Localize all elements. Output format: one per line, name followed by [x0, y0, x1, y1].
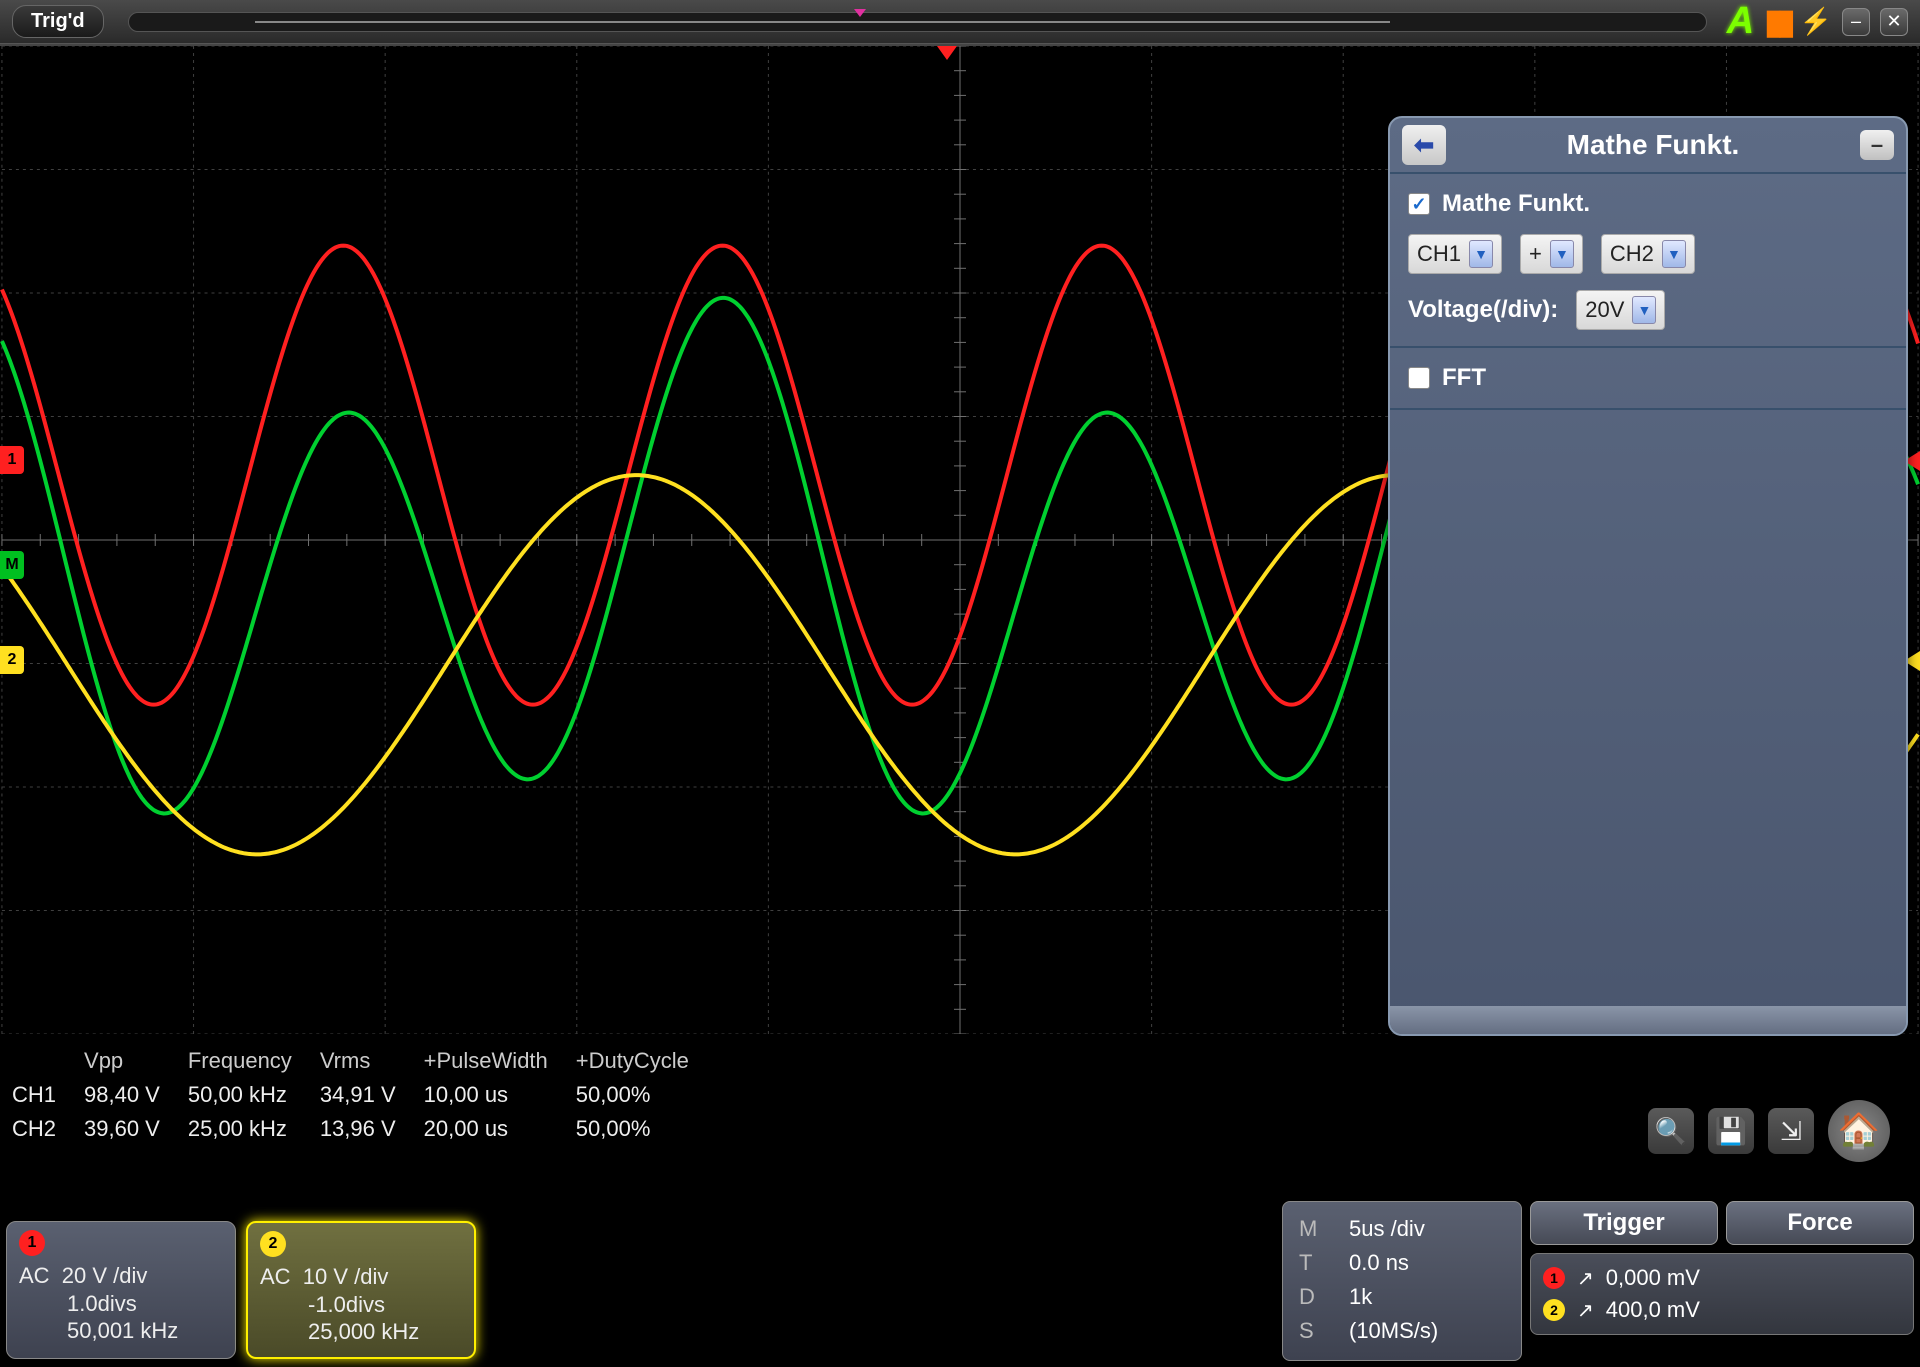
math-zero-marker[interactable]: M	[0, 551, 24, 579]
math-source1-dropdown[interactable]: CH1 ▼	[1408, 234, 1502, 274]
math-enable-label: Mathe Funkt.	[1442, 190, 1590, 218]
ch2-position: -1.0divs	[260, 1291, 462, 1319]
math-operator-dropdown[interactable]: +▼	[1520, 234, 1583, 274]
ch2-coupling: AC	[260, 1264, 291, 1289]
trigger-status-badge: Trig'd	[12, 5, 104, 38]
ch1-vdiv: 20 V /div	[62, 1263, 148, 1288]
trigger-menu-button[interactable]: Trigger	[1530, 1201, 1718, 1245]
timebase-scrubber[interactable]	[128, 12, 1707, 32]
math-function-panel: ⬅ Mathe Funkt. – Mathe Funkt. CH1▼ +▼ CH…	[1388, 116, 1908, 1036]
ch1-zero-marker[interactable]: 1	[0, 446, 24, 474]
home-button[interactable]: 🏠	[1828, 1100, 1890, 1162]
scope-display: 1 M 2 ⬅ Mathe Funkt. – Mathe Funkt. CH1 ▼…	[0, 44, 1920, 1034]
ch1-coupling: AC	[19, 1263, 50, 1288]
timebase-D: 1k	[1349, 1284, 1372, 1310]
measurements-table: VppFrequencyVrms+PulseWidth+DutyCycleCH1…	[12, 1044, 1908, 1146]
timebase-S: (10MS/s)	[1349, 1318, 1438, 1344]
math-source2-value: CH2	[1610, 241, 1654, 267]
export-button[interactable]: ⇲	[1768, 1108, 1814, 1154]
ch1-panel[interactable]: 1 AC 20 V /div 1.0divs 50,001 kHz	[6, 1221, 236, 1359]
ch2-frequency: 25,000 kHz	[260, 1318, 462, 1346]
ch2-panel[interactable]: 2 AC 10 V /div -1.0divs 25,000 kHz	[246, 1221, 476, 1359]
timebase-panel[interactable]: M5us /div T0.0 ns D1k S(10MS/s)	[1282, 1201, 1522, 1361]
fft-checkbox[interactable]	[1408, 367, 1430, 389]
toolbar: 🔍 💾 ⇲ 🏠	[1648, 1100, 1890, 1162]
chevron-down-icon: ▼	[1662, 240, 1686, 268]
back-button[interactable]: ⬅	[1402, 125, 1446, 165]
chevron-down-icon: ▼	[1632, 296, 1656, 324]
trigger-position-marker[interactable]	[937, 46, 957, 60]
ch2-vdiv: 10 V /div	[303, 1264, 389, 1289]
timebase-T: 0.0 ns	[1349, 1250, 1409, 1276]
force-trigger-button[interactable]: Force	[1726, 1201, 1914, 1245]
save-button[interactable]: 💾	[1708, 1108, 1754, 1154]
chevron-down-icon: ▼	[1469, 240, 1493, 268]
voltage-div-dropdown[interactable]: 20V ▼	[1576, 290, 1665, 330]
topbar: Trig'd A ▮▮ ⚡ – ✕	[0, 0, 1920, 44]
trigger-panel: Trigger Force 1↗0,000 mV2↗400,0 mV	[1530, 1201, 1914, 1361]
fast-icon: ⚡	[1800, 6, 1832, 37]
math-source2-dropdown[interactable]: CH2 ▼	[1601, 234, 1695, 274]
math-source1-value: CH1	[1417, 241, 1461, 267]
math-operator-value: +	[1529, 241, 1542, 267]
trigger-row[interactable]: 2↗400,0 mV	[1543, 1294, 1901, 1326]
trigger-row[interactable]: 1↗0,000 mV	[1543, 1262, 1901, 1294]
ch2-zero-marker[interactable]: 2	[0, 646, 24, 674]
pause-icon[interactable]: ▮▮	[1764, 2, 1789, 42]
close-button[interactable]: ✕	[1880, 8, 1908, 36]
fft-label: FFT	[1442, 364, 1486, 392]
ch1-position: 1.0divs	[19, 1290, 223, 1318]
ch1-indicator: 1	[19, 1230, 45, 1256]
ch1-frequency: 50,001 kHz	[19, 1317, 223, 1345]
timebase-M: 5us /div	[1349, 1216, 1425, 1242]
math-enable-checkbox[interactable]	[1408, 193, 1430, 215]
panel-title: Mathe Funkt.	[1446, 129, 1860, 161]
voltage-div-label: Voltage(/div):	[1408, 296, 1558, 324]
minimize-button[interactable]: –	[1842, 8, 1870, 36]
chevron-down-icon: ▼	[1550, 240, 1574, 268]
voltage-div-value: 20V	[1585, 297, 1624, 323]
auto-indicator: A	[1727, 0, 1754, 43]
zoom-reset-button[interactable]: 🔍	[1648, 1108, 1694, 1154]
scrubber-center-marker	[854, 9, 866, 17]
ch2-indicator: 2	[260, 1231, 286, 1257]
panel-resize-handle[interactable]	[1390, 1006, 1906, 1034]
collapse-button[interactable]: –	[1860, 130, 1894, 160]
